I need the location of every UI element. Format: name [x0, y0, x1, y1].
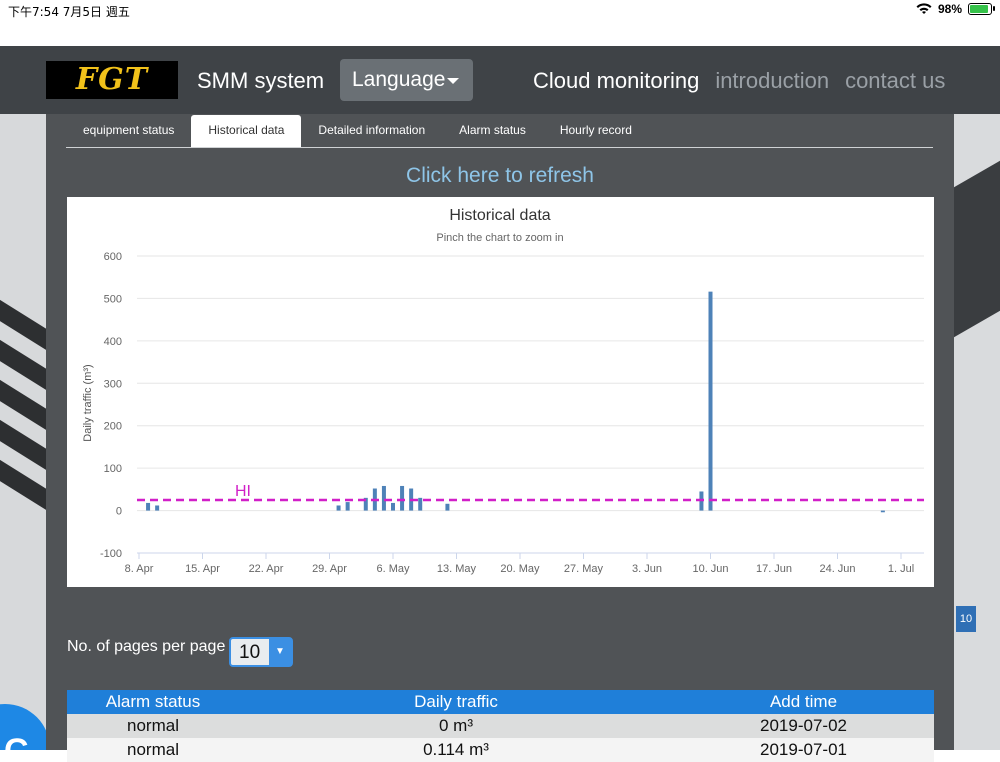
y-tick-label: 200: [104, 421, 122, 433]
header-add-time[interactable]: Add time: [769, 692, 838, 711]
x-tick-label: 6. May: [376, 563, 410, 575]
tab-equipment-status[interactable]: equipment status: [83, 123, 175, 137]
nav-cloud-monitoring[interactable]: Cloud monitoring: [533, 68, 700, 93]
header-alarm-status[interactable]: Alarm status: [105, 692, 201, 711]
chevron-down-icon[interactable]: ▼: [269, 639, 291, 665]
cell-alarm-status: normal: [127, 740, 179, 759]
y-tick-label: 600: [104, 251, 122, 263]
threshold-label: HI: [235, 483, 251, 500]
chart-bar: [345, 502, 350, 511]
cell-daily-traffic: 0.114 m³: [423, 740, 489, 759]
historical-chart[interactable]: Historical data Pinch the chart to zoom …: [67, 197, 934, 587]
chart-bar: [363, 497, 368, 511]
pager-label: No. of pages per page: [67, 638, 226, 655]
cell-alarm-status: normal: [127, 716, 179, 735]
language-dropdown-button[interactable]: Language: [340, 59, 473, 101]
y-tick-label: 100: [104, 463, 122, 475]
status-right: 98%: [916, 2, 995, 16]
pager-preview-icon: 10: [956, 606, 976, 632]
alarm-table: Alarm status Daily traffic Add time norm…: [67, 690, 934, 762]
x-tick-label: 17. Jun: [756, 563, 792, 575]
tab-alarm-status[interactable]: Alarm status: [459, 123, 526, 137]
page-size-select[interactable]: 10 ▼: [229, 637, 293, 667]
table-row[interactable]: normal 0.114 m³ 2019-07-01: [67, 738, 934, 762]
x-tick-label: 10. Jun: [692, 563, 728, 575]
chart-bar: [155, 505, 160, 511]
battery-percent: 98%: [937, 2, 962, 16]
tabs-divider: [66, 147, 933, 148]
nav-links: Cloud monitoring introduction contact us: [533, 68, 945, 94]
status-bar: 下午7:54 7月5日 週五 98%: [0, 0, 1000, 20]
chart-bar: [391, 502, 395, 511]
chart-bar: [880, 510, 885, 513]
battery-fill: [970, 5, 988, 13]
x-tick-label: 3. Jun: [632, 563, 662, 575]
y-tick-label: 0: [116, 506, 122, 518]
table-row[interactable]: normal 0 m³ 2019-07-02: [67, 714, 934, 738]
chart-title: Historical data: [449, 207, 550, 224]
language-label: Language: [352, 68, 446, 91]
background-left-decoration: C: [0, 114, 46, 750]
x-tick-label: 27. May: [564, 563, 604, 575]
wifi-icon: [916, 3, 932, 14]
refresh-link[interactable]: Click here to refresh: [406, 164, 594, 187]
chart-svg: Historical data Pinch the chart to zoom …: [82, 207, 924, 575]
x-tick-label: 29. Apr: [312, 563, 347, 575]
x-tick-label: 1. Jul: [888, 563, 914, 575]
tab-hourly-record[interactable]: Hourly record: [559, 123, 632, 137]
brand-name[interactable]: SMM system: [197, 68, 325, 93]
background-right-decoration: 10: [954, 114, 1000, 750]
main-panel: equipment status Historical data Detaile…: [46, 114, 954, 762]
x-tick-label: 13. May: [437, 563, 477, 575]
tab-bar: equipment status Historical data Detaile…: [66, 115, 649, 148]
chart-subtitle: Pinch the chart to zoom in: [436, 232, 563, 244]
cell-add-time: 2019-07-01: [760, 740, 847, 759]
battery-icon: [968, 3, 995, 15]
chart-bar: [708, 291, 713, 511]
tab-detailed-information[interactable]: Detailed information: [318, 123, 426, 137]
chart-bar: [146, 502, 151, 511]
logo[interactable]: FGT: [46, 61, 178, 99]
tab-historical-data[interactable]: Historical data: [191, 115, 302, 148]
table-header: Alarm status Daily traffic Add time: [67, 690, 934, 714]
x-tick-label: 22. Apr: [249, 563, 284, 575]
cell-daily-traffic: 0 m³: [439, 716, 473, 735]
header-daily-traffic[interactable]: Daily traffic: [414, 692, 498, 711]
x-tick-label: 24. Jun: [819, 563, 855, 575]
x-tick-label: 20. May: [500, 563, 540, 575]
chart-bar: [418, 497, 423, 511]
navbar: FGT SMM system Language Cloud monitoring…: [0, 46, 1000, 114]
chart-bar: [336, 505, 341, 511]
chart-bar: [400, 485, 405, 511]
y-tick-label: 500: [104, 293, 122, 305]
cell-add-time: 2019-07-02: [760, 716, 847, 735]
nav-contact-us[interactable]: contact us: [845, 68, 946, 93]
nav-introduction[interactable]: introduction: [715, 68, 830, 93]
status-time: 下午7:54 7月5日 週五: [8, 5, 130, 19]
chart-bar: [445, 503, 450, 511]
y-tick-label: 400: [104, 336, 122, 348]
cloud-logo-icon: C: [0, 704, 46, 750]
x-tick-label: 8. Apr: [125, 563, 154, 575]
caret-down-icon: [447, 78, 459, 84]
page-size-value: 10: [239, 642, 261, 663]
y-tick-label: 300: [104, 378, 122, 390]
chart-bar: [381, 485, 386, 511]
x-tick-label: 15. Apr: [185, 563, 220, 575]
chart-y-axis-label: Daily traffic (m³): [82, 364, 94, 441]
y-tick-label: -100: [100, 548, 122, 560]
